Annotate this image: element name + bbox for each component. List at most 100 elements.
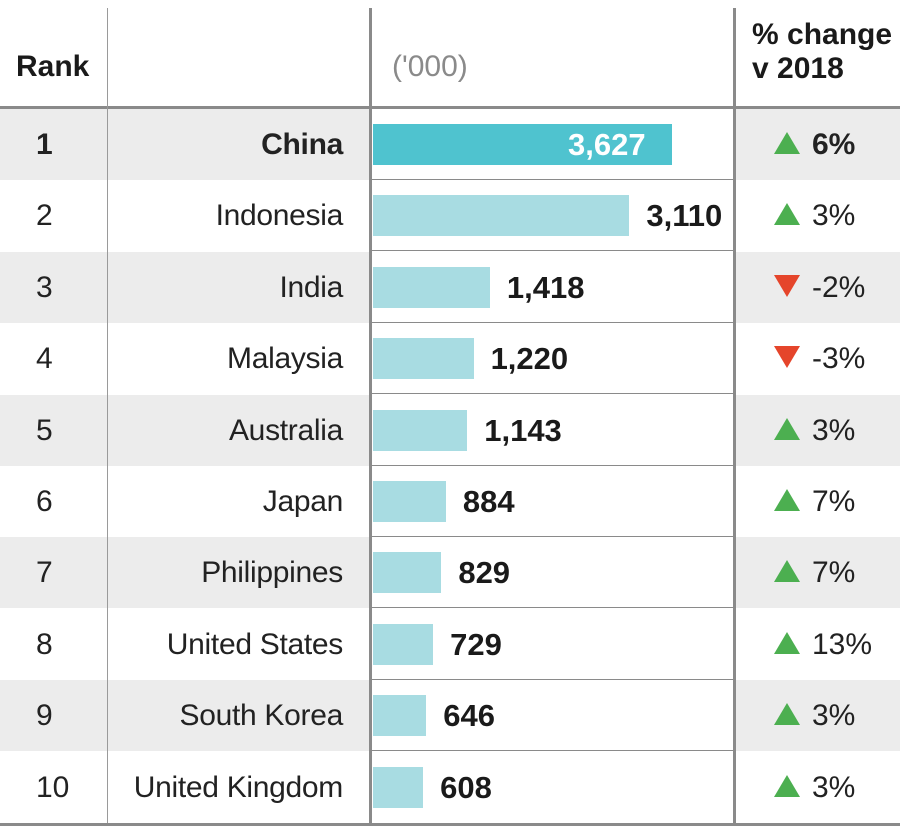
rank-cell: 8 [36, 627, 53, 661]
change-cell: 7% [774, 466, 855, 537]
country-label: Malaysia [227, 342, 343, 376]
rank-cell: 4 [36, 342, 53, 376]
bar [373, 338, 474, 380]
up-triangle-icon [774, 703, 800, 726]
change-cell: 13% [774, 609, 872, 680]
rank-cell: 9 [36, 699, 53, 733]
row-separator [372, 678, 733, 680]
bar [373, 195, 630, 237]
country-label: United Kingdom [133, 770, 344, 804]
rank-cell: 3 [36, 270, 53, 304]
change-cell: -2% [774, 252, 865, 323]
value-label: 729 [450, 626, 502, 662]
down-triangle-icon [774, 274, 800, 297]
country-label: Japan [262, 485, 344, 518]
change-value: -2% [812, 270, 866, 304]
row-separator [372, 179, 733, 180]
value-label: 3,110 [646, 198, 723, 234]
row-separator [372, 464, 733, 466]
rank-cell: 7 [36, 556, 53, 590]
bar [373, 481, 446, 522]
rank-cell: 5 [36, 413, 53, 447]
table-row: 7 Philippines 829 7% [0, 537, 900, 609]
row-separator [372, 750, 733, 752]
change-value: 3% [812, 199, 856, 233]
up-triangle-icon [774, 417, 800, 440]
bar [373, 124, 672, 165]
bar [373, 266, 490, 308]
row-separator [372, 321, 733, 323]
up-triangle-icon [774, 203, 800, 226]
up-triangle-icon [774, 631, 800, 654]
rank-cell: 6 [36, 485, 53, 518]
change-cell: -3% [774, 323, 865, 394]
change-value: 13% [812, 627, 873, 661]
table-row: 10 United Kingdom 608 3% [0, 751, 900, 823]
unit-header: ('000) [392, 50, 468, 83]
change-value: 7% [812, 485, 856, 518]
rank-cell: 1 [36, 128, 53, 161]
value-label: 646 [443, 698, 495, 734]
bar-cell [372, 751, 733, 823]
change-value: 6% [812, 128, 856, 161]
country-label: India [279, 270, 343, 304]
rank-column-divider [107, 8, 108, 823]
row-separator [372, 393, 733, 395]
bar [373, 552, 442, 594]
table-row: 6 Japan 884 7% [0, 466, 900, 537]
table-row: 8 United States 729 13% [0, 608, 900, 680]
bar [373, 766, 424, 808]
up-triangle-icon [774, 489, 800, 512]
change-cell: 6% [774, 109, 855, 180]
value-label: 829 [458, 555, 511, 591]
bar [373, 409, 468, 451]
table-row: 5 Australia 1,143 3% [0, 394, 900, 466]
change-cell: 3% [774, 680, 855, 751]
header-divider [0, 106, 900, 109]
value-label: 1,418 [506, 269, 585, 305]
rank-header: Rank [16, 50, 90, 83]
value-label: 1,220 [490, 341, 569, 377]
down-triangle-icon [774, 346, 800, 369]
rank-cell: 10 [36, 770, 70, 804]
up-triangle-icon [774, 560, 800, 583]
table-row: 4 Malaysia 1,220 -3% [0, 323, 900, 395]
table-row: 2 Indonesia 3,110 3% [0, 180, 900, 252]
change-value: 3% [812, 770, 856, 804]
change-value: 3% [812, 699, 856, 733]
up-triangle-icon [774, 774, 800, 797]
country-label: Philippines [201, 556, 343, 590]
rank-cell: 2 [36, 199, 53, 233]
bar-column-left-divider [369, 8, 372, 823]
change-header-line2: v 2018 [752, 52, 844, 85]
change-cell: 3% [774, 395, 855, 466]
change-cell: 3% [774, 752, 855, 823]
table-row: 9 South Korea 646 3% [0, 680, 900, 752]
bottom-divider [0, 823, 900, 826]
change-header: % change v 2018 [752, 18, 892, 86]
change-cell: 7% [774, 537, 855, 608]
change-value: 7% [812, 556, 856, 590]
row-separator [372, 250, 733, 252]
value-label: 884 [462, 484, 515, 519]
row-separator [372, 536, 733, 537]
bar-column-right-divider [733, 8, 736, 823]
value-label: 608 [440, 769, 492, 805]
bar [373, 695, 427, 737]
bar-cell [372, 680, 733, 752]
change-value: -3% [812, 342, 866, 376]
bar [373, 623, 434, 665]
change-cell: 3% [774, 180, 855, 251]
country-label: Indonesia [215, 199, 344, 233]
country-label: China [261, 128, 343, 161]
country-label: United States [166, 627, 344, 661]
country-label: Australia [228, 413, 343, 447]
table-row: 1 China 3,627 6% [0, 109, 900, 180]
row-separator [372, 607, 733, 609]
country-label: South Korea [179, 699, 344, 733]
value-label: 3,627 [568, 127, 646, 162]
up-triangle-icon [774, 132, 800, 155]
change-header-line1: % change [752, 18, 893, 51]
value-label: 1,143 [484, 412, 562, 448]
